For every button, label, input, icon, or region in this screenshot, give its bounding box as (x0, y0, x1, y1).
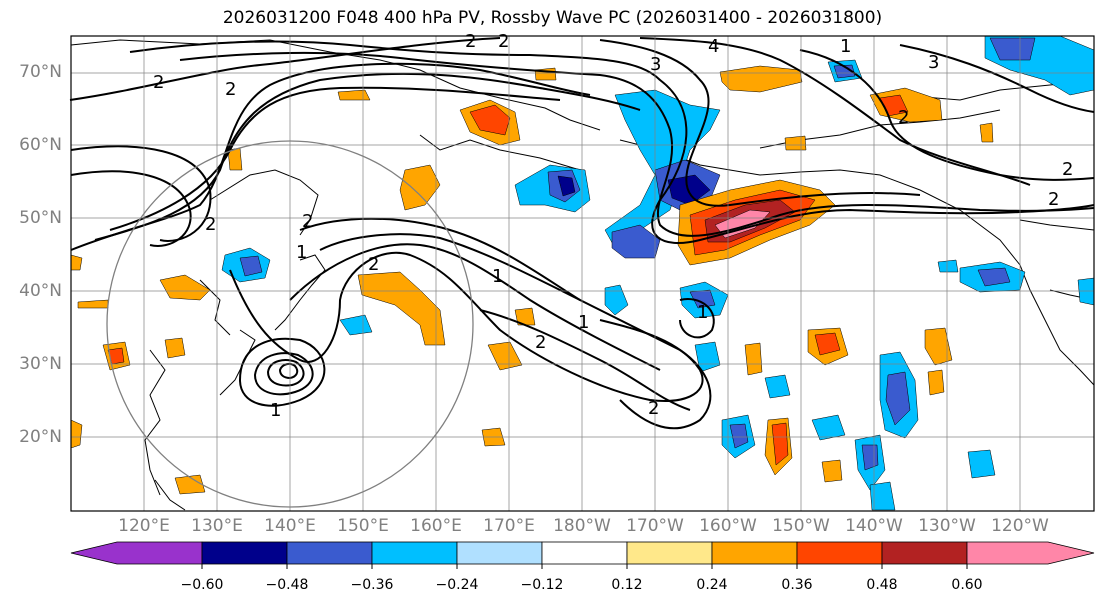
colorbar-tick-label: −0.12 (520, 577, 564, 593)
contour-label: 2 (498, 31, 509, 52)
lon-label: 130°W (918, 516, 976, 536)
colorbar-bin (286, 541, 373, 565)
contour-label: 1 (296, 242, 307, 263)
contour-label: 1 (270, 400, 281, 421)
lon-label: 150°W (772, 516, 830, 536)
contour-label: 2 (1048, 189, 1059, 210)
contour-label: 1 (840, 36, 851, 57)
lat-label: 40°N (19, 281, 62, 301)
lat-label: 70°N (19, 62, 62, 82)
colorbar-bin (201, 541, 288, 565)
contour-label: 2 (465, 31, 476, 52)
colorbar-tick-marks (201, 564, 968, 569)
colorbar-extend-low (70, 541, 203, 565)
colorbar-tick-label: 0.12 (611, 577, 643, 593)
contour-label: 2 (205, 214, 216, 235)
lon-label: 170°W (626, 516, 684, 536)
contour-label: 1 (697, 302, 708, 323)
lon-label: 170°E (483, 516, 535, 536)
lon-label: 120°W (991, 516, 1049, 536)
contour-label: 2 (898, 107, 909, 128)
contour-label: 3 (650, 54, 661, 75)
colorbar-tick-label: 0.60 (951, 577, 983, 593)
lon-label: 140°E (264, 516, 316, 536)
contour-labels: 2 2 2 2 2 2 2 1 1 1 2 2 3 4 3 2 2 1 1 1 … (153, 31, 1073, 421)
contour-label: 1 (492, 266, 503, 287)
contour-label: 2 (1062, 159, 1073, 180)
lon-label: 150°E (337, 516, 389, 536)
map-title: 2026031200 F048 400 hPa PV, Rossby Wave … (222, 8, 883, 28)
colorbar-bin (626, 541, 713, 565)
colorbar-bin (541, 541, 628, 565)
colorbar-bin (711, 541, 798, 565)
lat-label: 20°N (19, 427, 62, 447)
lon-label: 160°W (699, 516, 757, 536)
map-frame (70, 35, 1095, 512)
colorbar-tick-label: −0.36 (350, 577, 394, 593)
colorbar-tick-label: −0.60 (180, 577, 224, 593)
contour-label: 2 (368, 254, 379, 275)
contour-label: 4 (708, 36, 719, 57)
pv-contours (69, 37, 1095, 430)
colorbar-tick-label: 0.24 (696, 577, 728, 593)
contour-label: 2 (535, 332, 546, 353)
colorbar-tick-label: 0.48 (866, 577, 898, 593)
colorbar-tick-label: −0.24 (435, 577, 479, 593)
colorbar-tick-label: 0.36 (781, 577, 813, 593)
contour-label: 2 (225, 79, 236, 100)
range-circle (106, 140, 474, 508)
contour-label: 2 (302, 211, 313, 232)
lon-label: 140°W (845, 516, 903, 536)
colorbar (70, 541, 1095, 565)
lat-label: 50°N (19, 208, 62, 228)
contour-label: 3 (928, 52, 939, 73)
colorbar-bin (456, 541, 543, 565)
colorbar-extend-high (966, 541, 1095, 565)
contour-label: 1 (578, 312, 589, 333)
colorbar-bin (371, 541, 458, 565)
lon-label: 120°E (118, 516, 170, 536)
lon-label: 180°W (553, 516, 611, 536)
lat-label: 60°N (19, 135, 62, 155)
contour-label: 2 (648, 398, 659, 419)
lon-label: 130°E (191, 516, 243, 536)
contour-label: 2 (153, 72, 164, 93)
colorbar-tick-label: −0.48 (265, 577, 309, 593)
lat-label: 30°N (19, 354, 62, 374)
colorbar-bin (881, 541, 968, 565)
colorbar-bin (796, 541, 883, 565)
lon-label: 160°E (410, 516, 462, 536)
